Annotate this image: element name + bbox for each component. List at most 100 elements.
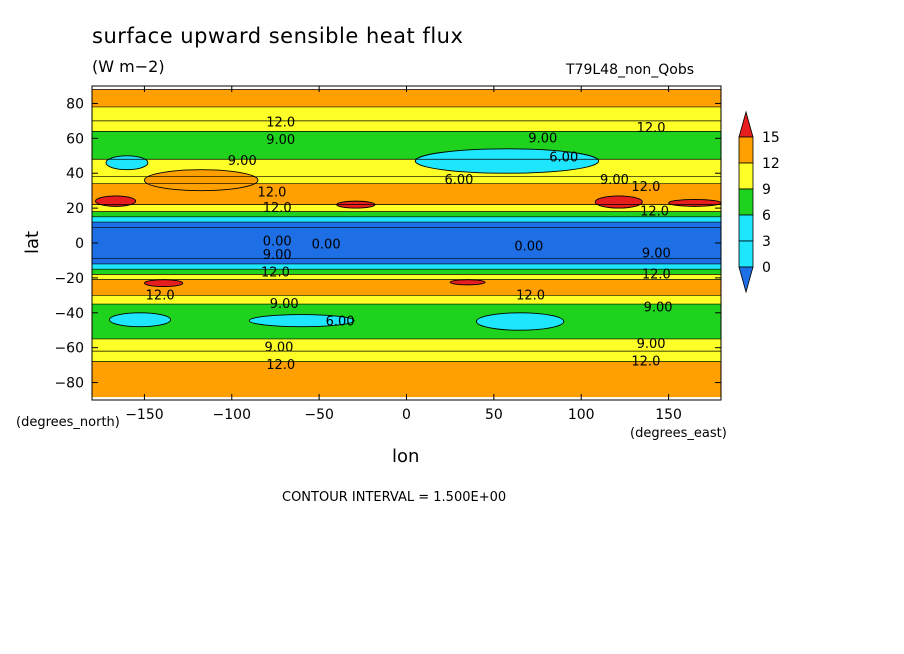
zonal-band — [92, 227, 721, 260]
contour-fills — [92, 89, 721, 398]
contour-label: 9.00 — [528, 131, 557, 146]
y-tick-label: 40 — [66, 166, 84, 182]
zonal-band — [92, 351, 721, 363]
flux-minimum — [475, 312, 565, 331]
flux-minimum — [248, 314, 355, 328]
colorbar-max-arrow — [738, 110, 754, 138]
zonal-band — [92, 216, 721, 223]
colorbar: 15 12 9 6 3 0 — [738, 110, 780, 294]
colorbar-segment — [738, 188, 754, 216]
y-unit-label: (degrees_north) — [16, 415, 120, 430]
colorbar-segment — [738, 136, 754, 164]
chart-units: (W m−2) — [92, 57, 165, 76]
chart-title: surface upward sensible heat flux — [92, 24, 464, 48]
flux-minimum — [414, 148, 600, 174]
zonal-band — [92, 269, 721, 275]
zonal-band — [92, 183, 721, 206]
contour-label: 9.00 — [642, 246, 671, 261]
contour-label: 6.00 — [549, 151, 578, 166]
y-tick-label: 20 — [66, 201, 84, 217]
contour-label: 12.0 — [266, 116, 295, 131]
contour-label: 12.0 — [146, 288, 175, 303]
zonal-band — [92, 258, 721, 265]
x-unit-label: (degrees_east) — [630, 426, 727, 441]
x-tick-label: 100 — [568, 407, 595, 423]
y-axis: −80 −60 −40 −20 0 20 40 60 80 — [54, 96, 721, 392]
flux-maximum — [594, 195, 643, 209]
zonal-band — [92, 304, 721, 340]
flux-minimum — [109, 312, 172, 328]
flux-region — [143, 169, 259, 192]
colorbar-tick-label: 9 — [762, 182, 771, 198]
zonal-band — [92, 131, 721, 160]
zonal-band — [92, 89, 721, 108]
contour-label: 9.00 — [644, 301, 673, 316]
x-tick-label: −100 — [213, 407, 251, 423]
contour-label: 12.0 — [642, 267, 671, 282]
flux-maximum — [95, 195, 137, 207]
flux-minimum — [105, 155, 149, 171]
zonal-band — [92, 211, 721, 218]
zonal-band — [92, 176, 721, 185]
colorbar-tick-label: 12 — [762, 156, 780, 172]
flux-maximum — [143, 279, 184, 288]
zonal-band — [92, 222, 721, 228]
contour-label: 0.00 — [514, 239, 543, 254]
contour-label: 12.0 — [257, 185, 286, 200]
contour-label: 9.00 — [264, 341, 293, 356]
contour-label: 9.00 — [270, 297, 299, 312]
x-tick-label: 150 — [655, 407, 682, 423]
contour-label: 0.00 — [263, 234, 292, 249]
zonal-band — [92, 279, 721, 296]
zonal-band — [92, 120, 721, 132]
colorbar-min-arrow — [738, 266, 754, 294]
x-tick-label: 50 — [485, 407, 503, 423]
contour-label: 12.0 — [640, 205, 669, 220]
y-tick-label: 80 — [66, 96, 84, 112]
colorbar-segment — [738, 240, 754, 268]
colorbar-tick-label: 15 — [762, 130, 780, 146]
flux-maximum — [449, 279, 486, 286]
contour-label: 12.0 — [266, 358, 295, 373]
contour-label: 9.00 — [600, 173, 629, 188]
contour-lines — [92, 89, 721, 362]
contour-label: 9.00 — [263, 248, 292, 263]
contour-interval-note: CONTOUR INTERVAL = 1.500E+00 — [282, 490, 507, 505]
zonal-band — [92, 204, 721, 213]
contour-label: 6.00 — [326, 315, 355, 330]
contour-label: 9.00 — [266, 133, 295, 148]
zonal-band — [92, 338, 721, 352]
run-label: T79L48_non_Qobs — [566, 62, 695, 78]
contour-label: 12.0 — [261, 266, 290, 281]
contour-label: 9.00 — [228, 154, 257, 169]
x-axis: −150 −100 −50 0 50 100 150 — [125, 86, 682, 423]
contour-label: 12.0 — [631, 180, 660, 195]
contour-label: 12.0 — [637, 121, 666, 136]
contour-label: 12.0 — [516, 288, 545, 303]
y-tick-label: −40 — [54, 306, 84, 322]
y-tick-label: 60 — [66, 131, 84, 147]
y-tick-label: −60 — [54, 341, 84, 357]
flux-maximum — [668, 198, 721, 207]
colorbar-tick-label: 0 — [762, 260, 771, 276]
colorbar-segment — [738, 214, 754, 242]
contour-label: 6.00 — [444, 173, 473, 188]
x-tick-label: −150 — [125, 407, 163, 423]
colorbar-segment — [738, 162, 754, 190]
colorbar-tick-label: 6 — [762, 208, 771, 224]
y-tick-label: 0 — [75, 236, 84, 252]
zonal-band — [92, 274, 721, 281]
x-axis-label: lon — [392, 446, 420, 467]
contour-label: 9.00 — [637, 337, 666, 352]
y-tick-label: −80 — [54, 376, 84, 392]
y-tick-label: −20 — [54, 271, 84, 287]
x-tick-label: 0 — [402, 407, 411, 423]
contour-label: 12.0 — [631, 355, 660, 370]
y-axis-label: lat — [22, 230, 43, 254]
contour-label: 0.00 — [312, 238, 341, 253]
contour-label: 12.0 — [263, 201, 292, 216]
zonal-band — [92, 263, 721, 270]
colorbar-tick-label: 3 — [762, 234, 771, 250]
